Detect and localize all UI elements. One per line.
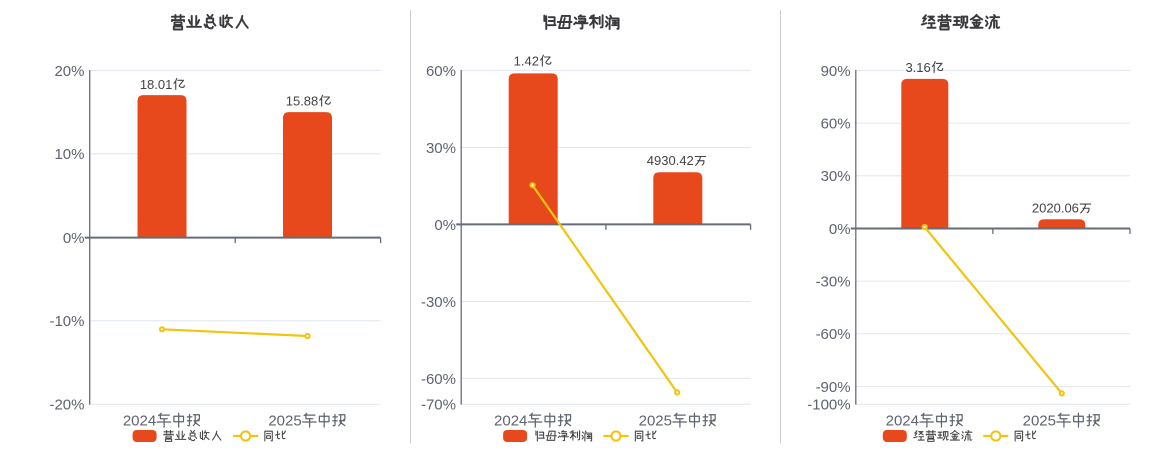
svg-text:-60%: -60%: [421, 371, 456, 388]
svg-text:-20%: -20%: [49, 397, 84, 414]
svg-text:10%: 10%: [54, 146, 84, 163]
svg-text:30%: 30%: [426, 140, 456, 157]
svg-text:15.88: 15.88: [286, 94, 319, 109]
svg-text:-100%: -100%: [807, 397, 850, 414]
svg-text:0%: 0%: [829, 221, 851, 238]
svg-text:0%: 0%: [434, 217, 456, 234]
svg-text:4930.42: 4930.42: [647, 153, 694, 168]
svg-text:18.01: 18.01: [140, 77, 173, 92]
svg-text:2025: 2025: [268, 413, 301, 430]
svg-text:2025: 2025: [1023, 413, 1056, 430]
svg-text:2024: 2024: [886, 413, 919, 430]
svg-text:0%: 0%: [63, 230, 85, 247]
svg-text:90%: 90%: [821, 63, 851, 80]
svg-text:-10%: -10%: [49, 313, 84, 330]
svg-text:-30%: -30%: [816, 274, 851, 291]
svg-text:-30%: -30%: [421, 294, 456, 311]
svg-text:1.42: 1.42: [514, 54, 539, 69]
svg-text:2020.06: 2020.06: [1032, 201, 1079, 216]
svg-text:3.16: 3.16: [905, 60, 930, 75]
svg-text:2024: 2024: [494, 413, 527, 430]
svg-text:-90%: -90%: [816, 379, 851, 396]
svg-text:-60%: -60%: [816, 326, 851, 343]
svg-text:60%: 60%: [426, 63, 456, 80]
svg-text:2024: 2024: [123, 413, 156, 430]
svg-text:60%: 60%: [821, 116, 851, 133]
svg-text:30%: 30%: [821, 168, 851, 185]
svg-text:2025: 2025: [639, 413, 672, 430]
svg-text:-70%: -70%: [421, 397, 456, 414]
svg-text:20%: 20%: [54, 63, 84, 80]
